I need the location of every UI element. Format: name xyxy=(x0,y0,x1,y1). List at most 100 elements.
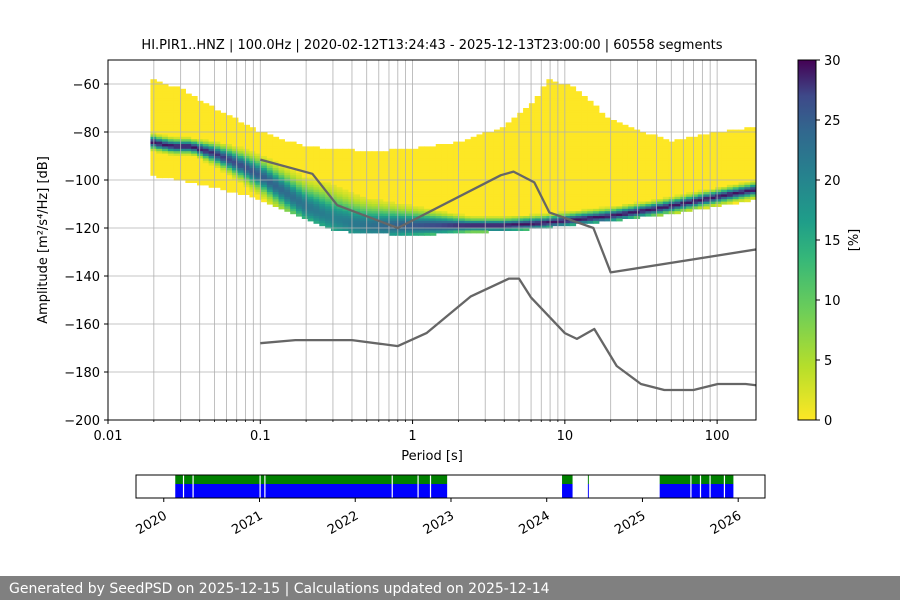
heatmap-cell xyxy=(528,220,536,224)
heatmap-cell xyxy=(738,132,745,135)
heatmap-cell xyxy=(558,144,565,147)
heatmap-cell xyxy=(237,148,245,152)
heatmap-cell xyxy=(715,199,722,203)
heatmap-cell xyxy=(668,156,676,159)
heatmap-cell xyxy=(697,175,705,179)
heatmap-cell xyxy=(313,208,320,212)
heatmap-cell xyxy=(167,153,175,157)
heatmap-cell xyxy=(558,115,565,119)
heatmap-cell xyxy=(197,153,204,157)
heatmap-cell xyxy=(220,158,227,162)
heatmap-cell xyxy=(517,156,524,159)
heatmap-cell xyxy=(167,158,175,162)
heatmap-cell xyxy=(162,139,169,143)
heatmap-cell xyxy=(523,206,530,210)
heatmap-cell xyxy=(657,184,664,188)
heatmap-cell xyxy=(750,180,756,183)
heatmap-cell xyxy=(185,105,192,109)
heatmap-cell xyxy=(709,148,716,152)
heatmap-cell xyxy=(395,170,402,174)
heatmap-cell xyxy=(214,163,221,167)
heatmap-cell xyxy=(651,180,658,183)
heatmap-cell xyxy=(575,182,582,186)
heatmap-cell xyxy=(528,218,536,222)
heatmap-cell xyxy=(552,134,559,138)
heatmap-cell xyxy=(523,132,530,135)
heatmap-cell xyxy=(284,172,291,176)
heatmap-cell xyxy=(418,165,425,169)
heatmap-cell xyxy=(534,165,542,169)
heatmap-cell xyxy=(540,108,547,111)
heatmap-cell xyxy=(395,199,402,203)
heatmap-cell xyxy=(575,122,582,126)
heatmap-cell xyxy=(214,136,221,140)
heatmap-cell xyxy=(697,134,705,138)
heatmap-cell xyxy=(610,124,617,128)
heatmap-cell xyxy=(511,223,518,227)
heatmap-cell xyxy=(365,156,373,159)
heatmap-cell xyxy=(651,168,658,171)
heatmap-cell xyxy=(325,204,332,207)
heatmap-cell xyxy=(453,199,460,203)
heatmap-cell xyxy=(365,211,373,215)
heatmap-cell xyxy=(721,189,728,193)
heatmap-cell xyxy=(290,187,297,191)
heatmap-cell xyxy=(167,134,175,138)
heatmap-cell xyxy=(208,165,216,169)
heatmap-cell xyxy=(604,192,612,195)
heatmap-cell xyxy=(581,151,588,155)
heatmap-cell xyxy=(220,124,227,128)
heatmap-cell xyxy=(732,146,740,150)
timeline-gap xyxy=(699,475,702,498)
heatmap-cell xyxy=(470,170,478,174)
heatmap-cell xyxy=(441,196,448,200)
heatmap-cell xyxy=(575,91,582,95)
timeline-data-bar xyxy=(587,484,589,498)
heatmap-cell xyxy=(435,228,443,231)
heatmap-cell xyxy=(435,199,443,203)
heatmap-cell xyxy=(604,194,612,198)
heatmap-cell xyxy=(558,163,565,167)
heatmap-cell xyxy=(330,216,338,219)
heatmap-cell xyxy=(197,124,204,128)
heatmap-cell xyxy=(464,230,472,234)
heatmap-cell xyxy=(156,156,163,159)
heatmap-cell xyxy=(627,134,635,138)
heatmap-cell xyxy=(395,194,402,198)
heatmap-cell xyxy=(197,132,204,135)
heatmap-cell xyxy=(406,158,414,162)
heatmap-cell xyxy=(313,201,320,205)
heatmap-cell xyxy=(488,144,495,147)
high-noise-model-line xyxy=(259,158,756,274)
heatmap-cell xyxy=(651,182,658,186)
heatmap-cell xyxy=(598,132,606,135)
heatmap-cell xyxy=(488,192,495,195)
heatmap-cell xyxy=(173,124,181,128)
heatmap-cell xyxy=(464,148,472,152)
heatmap-cell xyxy=(342,182,350,186)
heatmap-cell xyxy=(313,160,320,164)
heatmap-cell xyxy=(622,127,629,131)
heatmap-cell xyxy=(197,141,204,145)
heatmap-cell xyxy=(336,216,344,219)
heatmap-cell xyxy=(185,120,192,123)
heatmap-cell xyxy=(453,158,460,162)
heatmap-cell xyxy=(523,199,530,203)
heatmap-cell xyxy=(441,194,448,198)
heatmap-cell xyxy=(162,127,169,131)
heatmap-cell xyxy=(674,211,681,215)
heatmap-cell xyxy=(220,115,227,119)
heatmap-cell xyxy=(540,184,547,188)
heatmap-cell xyxy=(307,184,315,188)
heatmap-cell xyxy=(319,204,326,207)
heatmap-cell xyxy=(371,170,379,174)
heatmap-cell xyxy=(505,189,513,193)
heatmap-cell xyxy=(208,151,216,155)
heatmap-cell xyxy=(231,148,239,152)
heatmap-cell xyxy=(208,180,216,183)
heatmap-cell xyxy=(587,117,594,121)
heatmap-cell xyxy=(400,206,408,210)
heatmap-cell xyxy=(429,180,437,183)
heatmap-cell xyxy=(645,177,652,181)
heatmap-cell xyxy=(179,156,186,159)
